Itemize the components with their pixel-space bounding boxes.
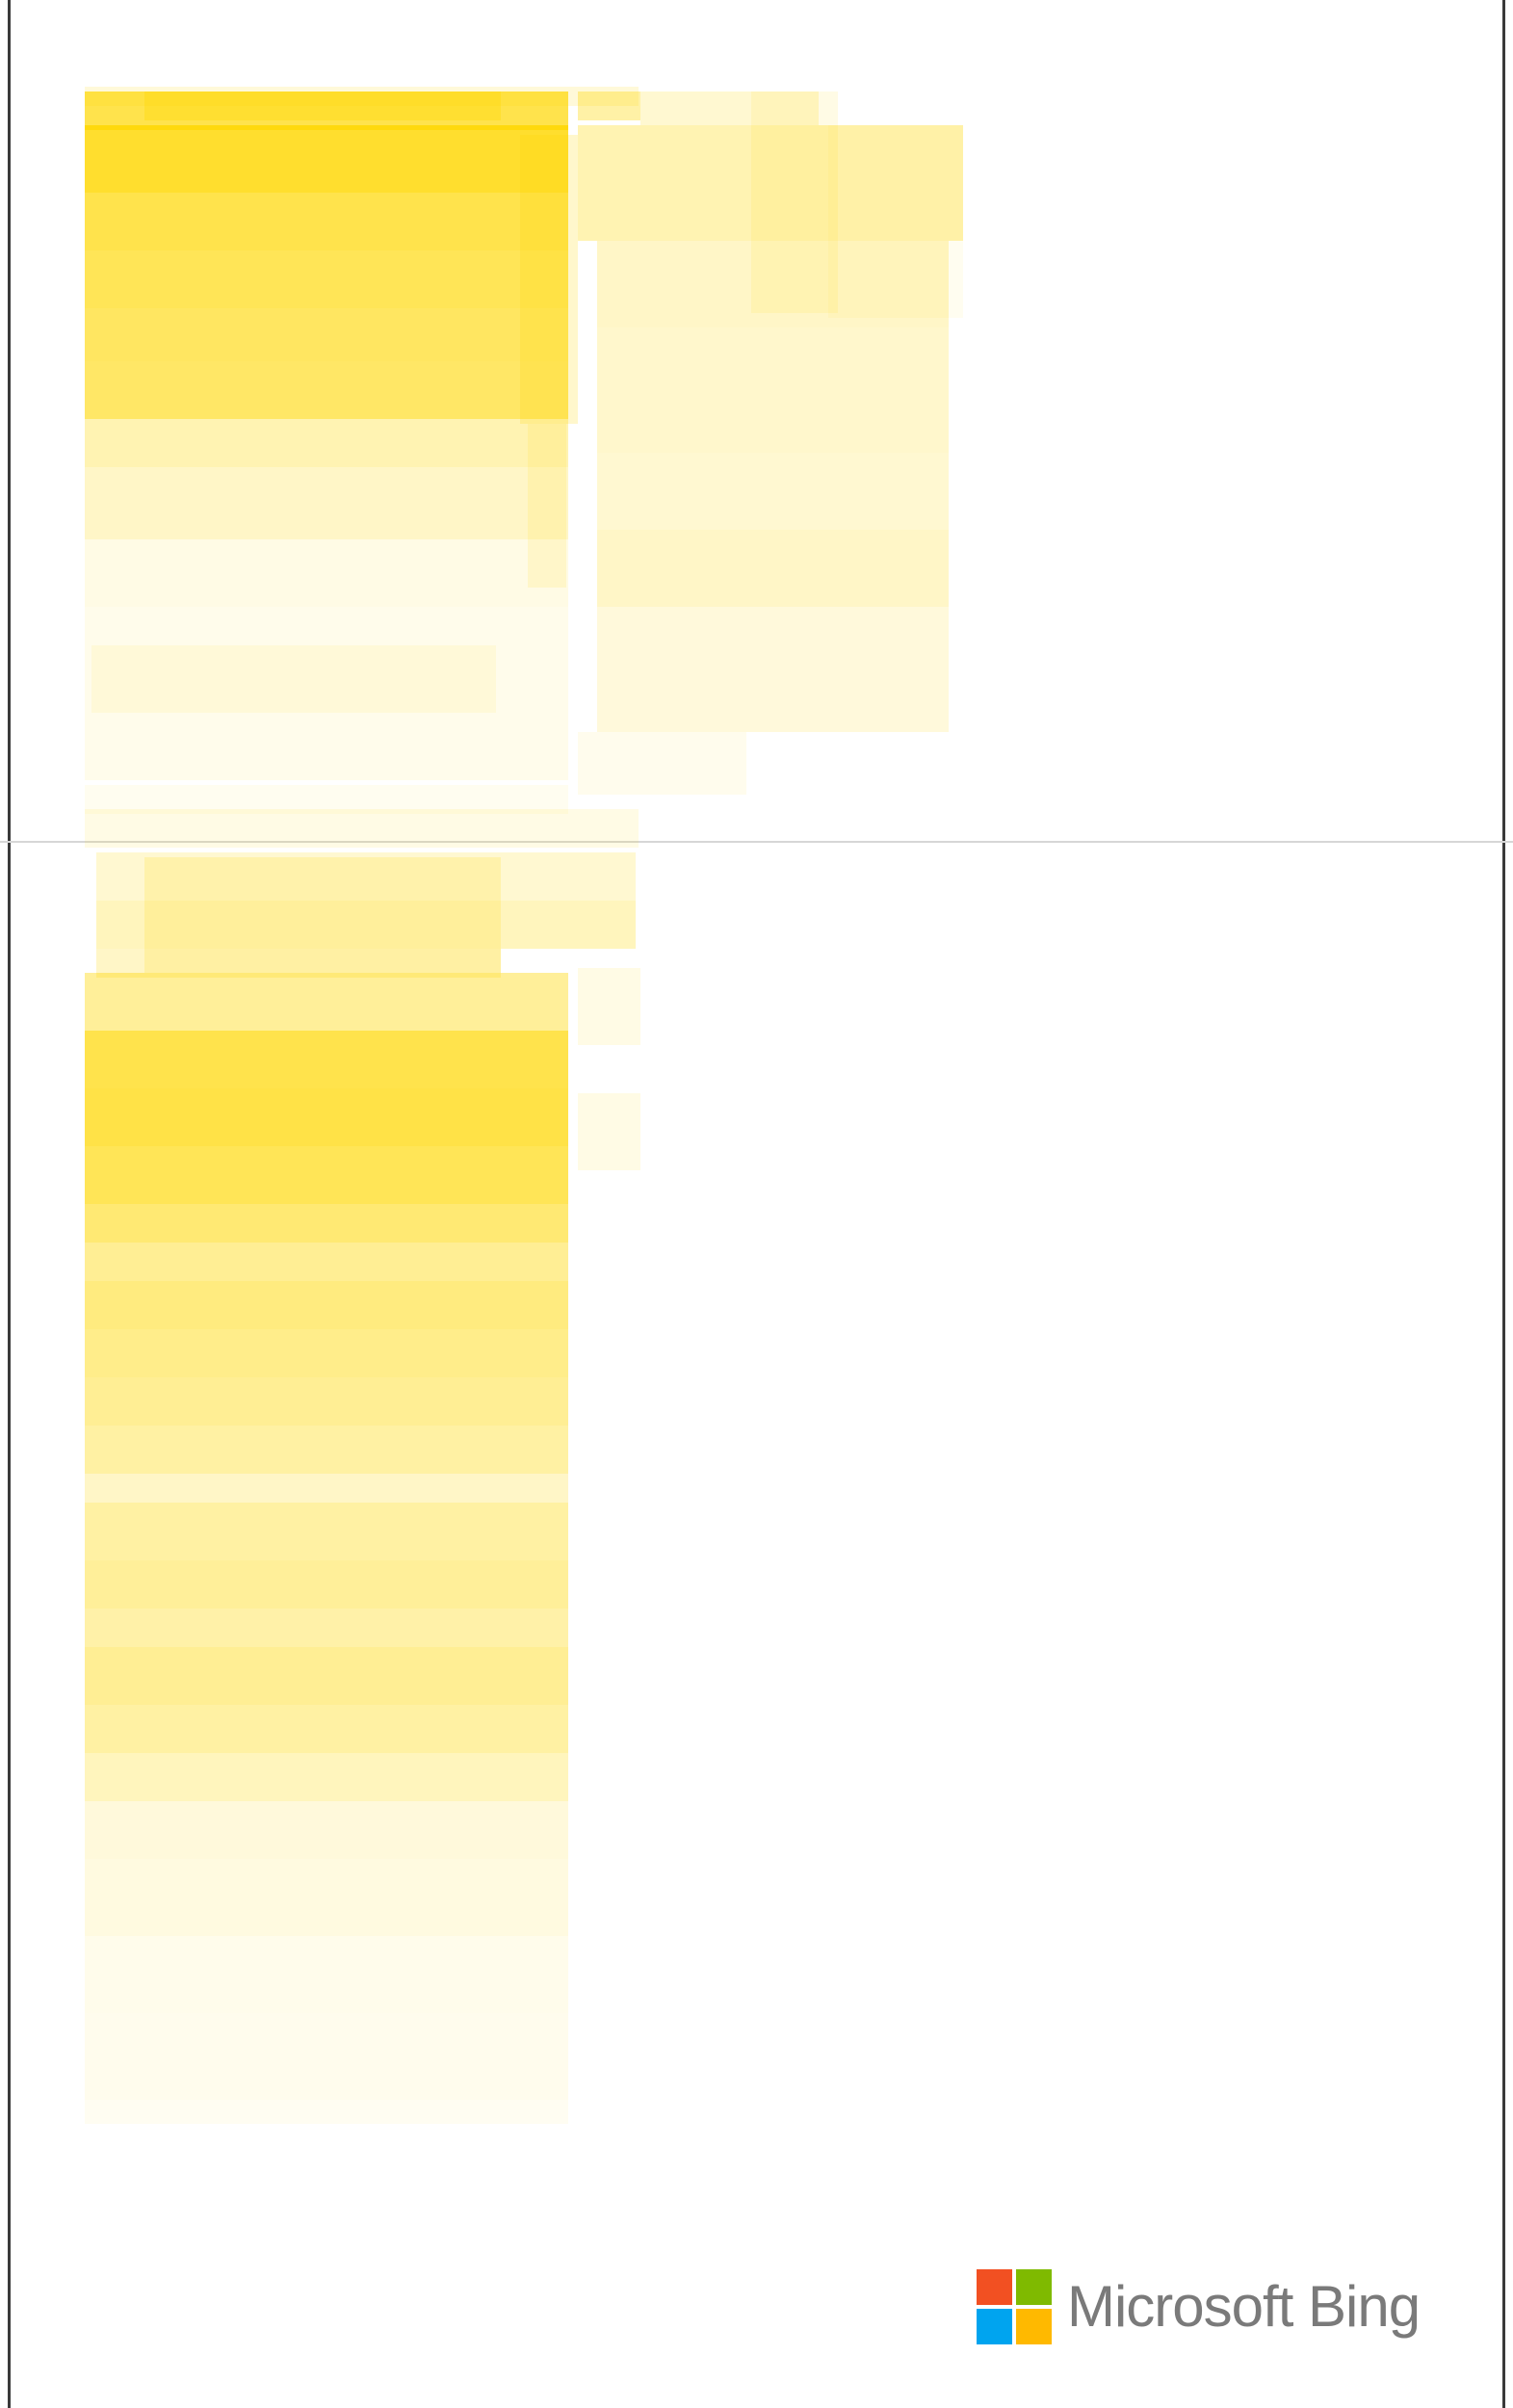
heat-cell <box>520 135 578 424</box>
heat-cell <box>85 1281 568 1329</box>
heat-cell <box>85 1647 568 1705</box>
heat-cell <box>91 645 496 713</box>
heat-cell <box>85 1204 568 1243</box>
heat-cell <box>578 125 963 241</box>
frame-right-border <box>1502 0 1505 2408</box>
heat-cell <box>578 1093 640 1170</box>
heat-cell <box>85 1377 568 1426</box>
brand-logo: Microsoft Bing <box>977 2269 1421 2344</box>
heat-cell <box>85 92 568 130</box>
heat-cell <box>85 250 568 308</box>
heat-cell <box>85 1859 568 1936</box>
heat-cell <box>85 2013 568 2100</box>
heat-cell <box>144 92 501 120</box>
heat-cell <box>85 1474 568 1503</box>
logo-square-red <box>977 2269 1012 2305</box>
heat-cell <box>578 732 746 795</box>
heat-cell <box>85 1088 568 1146</box>
microsoft-logo-icon <box>977 2269 1052 2344</box>
heat-cell <box>751 92 838 313</box>
heat-cell <box>597 530 949 607</box>
heat-cell <box>597 607 949 732</box>
heat-cell <box>85 1753 568 1801</box>
heat-cell <box>96 852 636 901</box>
heat-cell <box>85 87 639 106</box>
frame-left-border <box>8 0 11 2408</box>
heat-cell <box>85 1705 568 1753</box>
heat-cell <box>96 901 636 949</box>
heat-cell <box>85 125 568 193</box>
heat-cell <box>85 1243 568 1281</box>
heat-cell <box>96 949 501 978</box>
heat-cell <box>85 785 568 814</box>
heat-cell <box>85 467 568 539</box>
heat-cell <box>85 1560 568 1609</box>
heat-cell <box>597 241 949 327</box>
logo-square-green <box>1016 2269 1052 2305</box>
heat-cell <box>85 973 568 1031</box>
heat-cell <box>144 857 501 973</box>
heat-cell <box>828 125 963 318</box>
heat-cell <box>85 1146 568 1204</box>
heat-cell <box>640 92 819 125</box>
heat-cell <box>85 1031 568 1088</box>
logo-square-blue <box>977 2309 1012 2344</box>
heat-cell <box>85 2100 568 2124</box>
heat-cell <box>85 809 639 848</box>
heat-cell <box>85 1329 568 1377</box>
page-divider <box>0 841 1513 843</box>
heat-cell <box>85 419 568 467</box>
brand-label: Microsoft Bing <box>1067 2274 1421 2339</box>
heat-cell <box>85 607 568 780</box>
heat-cell <box>578 968 640 1045</box>
heat-cell <box>578 92 640 120</box>
heat-cell <box>85 539 568 607</box>
heat-cell <box>85 308 568 361</box>
heat-cell <box>85 361 568 419</box>
heat-cell <box>85 193 568 250</box>
heat-cell <box>85 1503 568 1560</box>
heat-cell <box>85 1609 568 1647</box>
heat-cell <box>528 424 566 588</box>
heat-cell <box>597 327 949 453</box>
heat-cell <box>85 1936 568 2013</box>
logo-square-yellow <box>1016 2309 1052 2344</box>
heat-cell <box>85 1426 568 1474</box>
heat-cell <box>85 1801 568 1859</box>
heat-cell <box>597 453 949 530</box>
